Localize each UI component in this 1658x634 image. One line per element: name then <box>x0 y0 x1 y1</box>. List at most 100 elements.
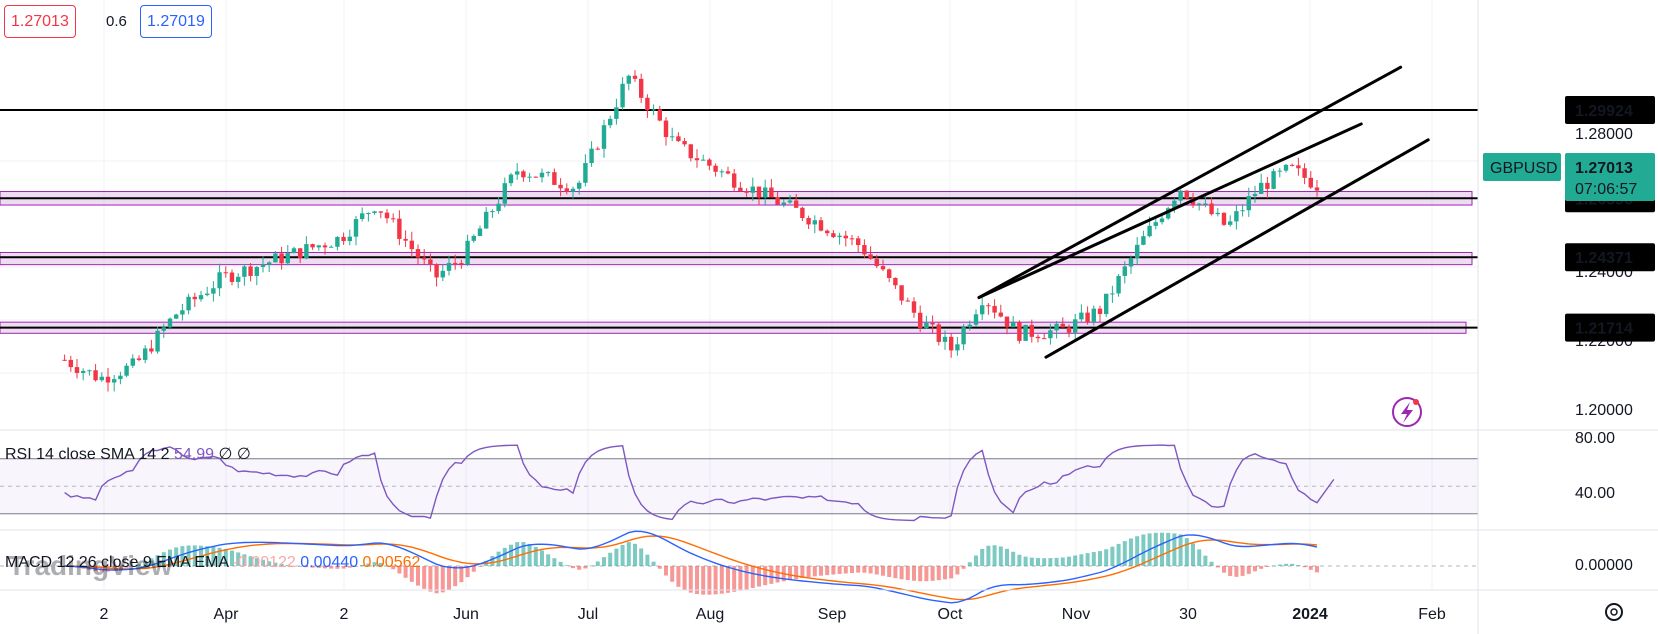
candle <box>254 266 259 286</box>
candle-body <box>74 367 80 373</box>
candle <box>421 249 427 265</box>
candle-body <box>787 200 793 203</box>
candle <box>1308 171 1313 189</box>
candle-body <box>68 359 73 368</box>
candle <box>180 303 185 321</box>
candle-body <box>1302 168 1307 178</box>
candle-body <box>731 173 737 188</box>
macd-histogram-bar <box>806 566 811 578</box>
candle <box>521 169 526 182</box>
macd-histogram-bar <box>223 548 228 566</box>
candle-body <box>322 245 328 248</box>
candle-body <box>483 211 489 229</box>
macd-histogram-bar <box>1104 549 1109 566</box>
candle-body <box>508 174 514 184</box>
candle <box>1116 274 1121 297</box>
bid-price-button[interactable]: 1.27013 <box>4 5 76 38</box>
candle <box>124 363 129 378</box>
candle <box>1296 157 1301 176</box>
settings-gear-icon[interactable] <box>1605 603 1623 621</box>
candle <box>1079 304 1084 322</box>
candle <box>1141 230 1146 246</box>
candle-body <box>359 213 365 220</box>
candle <box>1134 237 1140 266</box>
macd-histogram-bar <box>1283 563 1288 566</box>
candle-body <box>1128 258 1134 267</box>
candle <box>595 146 600 151</box>
macd-panel: MACD 12 26 close 9 EMA EMA -0.00122 0.00… <box>0 530 1478 604</box>
macd-histogram-bar <box>992 545 997 566</box>
macd-histogram-bar <box>260 559 265 566</box>
macd-histogram-bar <box>434 566 439 594</box>
candle <box>1023 324 1028 342</box>
candle <box>1203 194 1208 208</box>
candle-body <box>862 245 867 255</box>
candle <box>694 149 700 168</box>
macd-histogram-bar <box>899 566 904 580</box>
candle-body <box>1048 330 1053 339</box>
candle <box>744 188 749 197</box>
candle <box>1215 207 1220 217</box>
macd-histogram-bar <box>1141 534 1146 566</box>
candle <box>1165 206 1171 220</box>
candle <box>1110 285 1115 303</box>
candle <box>886 268 892 283</box>
candle-body <box>1141 236 1146 245</box>
candle-body <box>905 300 910 302</box>
macd-histogram-bar <box>620 544 625 566</box>
macd-histogram-bar <box>1073 555 1078 566</box>
macd-histogram-bar <box>1097 551 1102 566</box>
candle <box>279 246 284 270</box>
macd-histogram-bar <box>279 563 284 566</box>
candle <box>1227 215 1233 227</box>
macd-histogram-bar <box>515 542 520 566</box>
macd-histogram-bar <box>1060 557 1065 566</box>
candle-body <box>93 370 98 381</box>
rsi-line <box>64 444 1335 522</box>
candle-body <box>1066 327 1072 333</box>
candle <box>229 269 235 286</box>
time-axis-label: 30 <box>1179 606 1197 623</box>
candle-body <box>440 270 445 278</box>
macd-histogram-bar <box>291 565 296 567</box>
candle-body <box>663 120 669 138</box>
time-axis-label: 2024 <box>1292 606 1328 623</box>
macd-histogram-bar <box>335 566 340 569</box>
macd-histogram-bar <box>676 566 681 587</box>
candle <box>893 277 898 289</box>
ask-price-button[interactable]: 1.27019 <box>140 5 212 38</box>
macd-histogram-bar <box>1308 566 1313 570</box>
candle-body <box>967 324 972 328</box>
candle <box>936 321 941 346</box>
candle-body <box>521 171 526 178</box>
candle-body <box>1283 164 1289 171</box>
candle-body <box>1072 319 1078 333</box>
macd-histogram-bar <box>118 566 123 570</box>
rsi-legend: RSI 14 close SMA 14 2 54.99 ∅ ∅ <box>5 446 251 463</box>
macd-histogram-bar <box>366 563 371 566</box>
candle-body <box>1308 177 1313 188</box>
macd-histogram-bar <box>353 566 358 567</box>
level-tag: 1.29924 <box>1575 103 1633 120</box>
candle-body <box>1234 211 1239 222</box>
candle-body <box>366 213 371 215</box>
macd-histogram-bar <box>428 566 433 592</box>
price-tick-label: 1.20000 <box>1575 402 1633 419</box>
candle-body <box>669 136 675 138</box>
candle-body <box>793 200 799 208</box>
macd-histogram-bar <box>856 566 861 573</box>
macd-histogram-bar <box>862 566 867 573</box>
lightning-icon[interactable] <box>1392 397 1422 427</box>
candle-body <box>1147 225 1152 237</box>
candle-body <box>948 336 954 351</box>
macd-histogram-bar <box>136 564 141 566</box>
macd-histogram-bar <box>471 566 476 572</box>
macd-histogram-bar <box>143 561 148 566</box>
macd-histogram-bar <box>508 544 513 566</box>
candle <box>403 230 408 247</box>
candle <box>142 345 148 364</box>
candle-body <box>1209 203 1214 215</box>
candle-body <box>229 272 235 282</box>
macd-histogram-bar <box>657 566 662 569</box>
